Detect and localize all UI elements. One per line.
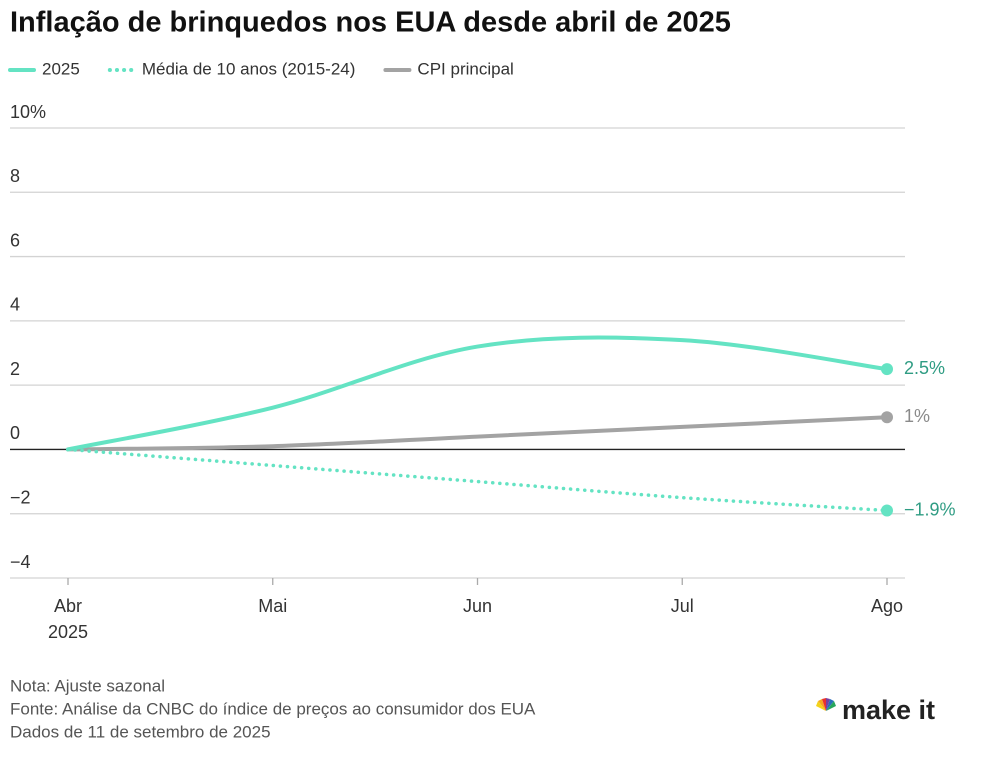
x-tick-label: Jun <box>463 596 492 616</box>
note: Fonte: Análise da CNBC do índice de preç… <box>10 699 536 718</box>
end-point <box>881 504 893 517</box>
note: Nota: Ajuste sazonal <box>10 676 165 695</box>
brand-text: make it <box>842 695 935 725</box>
y-tick-label: −4 <box>10 552 31 572</box>
y-tick-label: 8 <box>10 166 20 186</box>
series-line <box>66 447 889 513</box>
end-label: 1% <box>904 406 930 426</box>
x-tick-label: Abr <box>54 596 82 616</box>
chart-title: Inflação de brinquedos nos EUA desde abr… <box>10 7 731 39</box>
y-tick-label: 0 <box>10 423 20 443</box>
x-tick-label: Ago <box>871 596 903 616</box>
y-tick-label: 2 <box>10 359 20 379</box>
legend-label: 2025 <box>42 59 80 78</box>
series-line <box>66 415 889 452</box>
brand-logo: make it <box>816 695 935 725</box>
x-tick-label: Mai <box>258 596 287 616</box>
end-point <box>881 363 893 376</box>
x-tick-label: Jul <box>671 596 694 616</box>
legend-label: Média de 10 anos (2015-24) <box>142 59 356 78</box>
y-tick-label: 10% <box>10 102 46 122</box>
y-tick-label: 6 <box>10 230 20 250</box>
series-line <box>66 335 889 452</box>
legend-label: CPI principal <box>417 59 513 78</box>
y-tick-label: −2 <box>10 487 31 507</box>
y-tick-label: 4 <box>10 295 20 315</box>
end-label: 2.5% <box>904 358 945 378</box>
x-year-label: 2025 <box>48 622 88 642</box>
note: Dados de 11 de setembro de 2025 <box>10 722 271 741</box>
end-point <box>881 411 893 424</box>
end-label: −1.9% <box>904 499 956 519</box>
